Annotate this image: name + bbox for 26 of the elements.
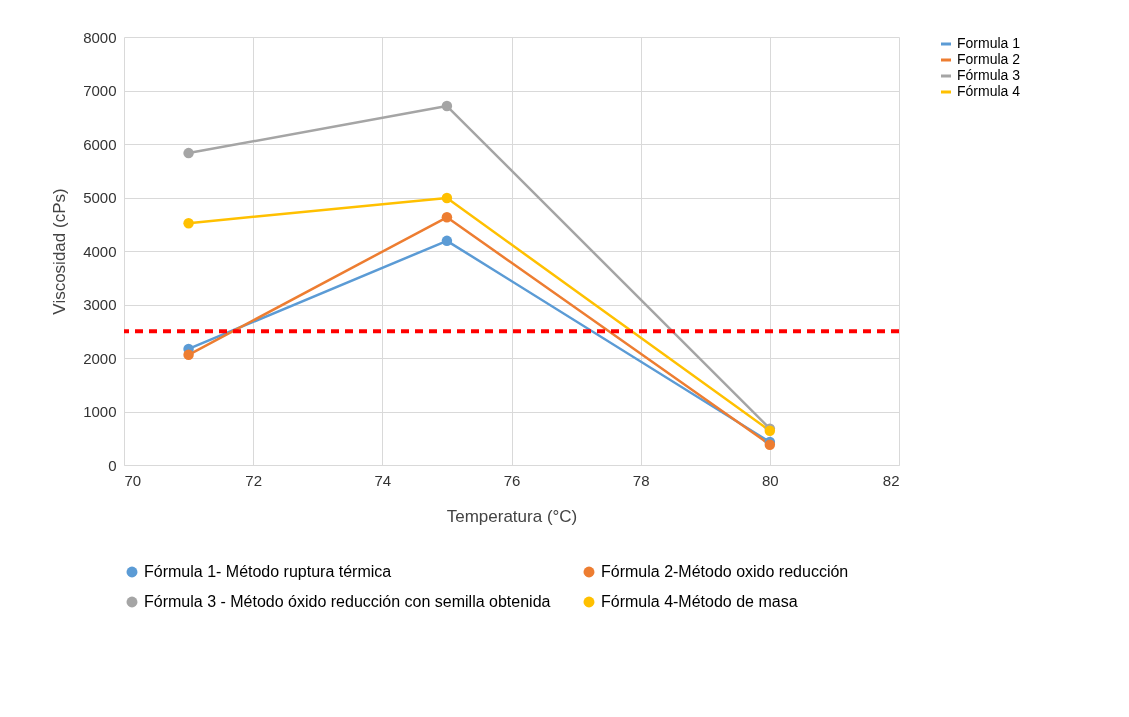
x-tick-label: 70 — [124, 471, 142, 489]
x-tick-label: 72 — [245, 471, 263, 489]
legend-label: Fórmula 1- Método ruptura térmica — [144, 563, 392, 580]
y-tick-label: 4000 — [83, 242, 117, 260]
x-tick-label: 74 — [374, 471, 392, 489]
text: Fórmula 4 — [957, 83, 1021, 99]
y-tick-label: 8000 — [83, 28, 117, 46]
text: Formula 1 — [957, 35, 1021, 51]
y-tick-label: 1000 — [83, 403, 117, 420]
legend-label: Fórmula 3 - Método óxido reducción con semilla obtenida — [144, 593, 551, 610]
x-tick-label: 82 — [882, 471, 900, 489]
y-tick-label: 7000 — [83, 82, 117, 99]
text: Formula 2 — [957, 51, 1021, 67]
legend-label: Fórmula 4-Método de masa — [601, 593, 798, 610]
y-tick-label: 5000 — [83, 189, 117, 206]
y-tick-label: 2000 — [83, 349, 117, 367]
x-axis-title: Temperatura (°C) — [446, 506, 578, 526]
x-tick-label: 80 — [761, 471, 779, 489]
y-axis-title: Viscosidad (cPs) — [50, 188, 70, 315]
y-tick-label: 3000 — [83, 296, 117, 313]
legend-label: Fórmula 2-Método oxido reducción — [601, 563, 849, 580]
y-tick-label: 6000 — [83, 135, 117, 153]
text: Fórmula 3 — [957, 67, 1021, 83]
y-tick-label: 0 — [108, 456, 117, 474]
x-tick-label: 78 — [632, 471, 650, 489]
x-tick-label: 76 — [503, 471, 521, 489]
